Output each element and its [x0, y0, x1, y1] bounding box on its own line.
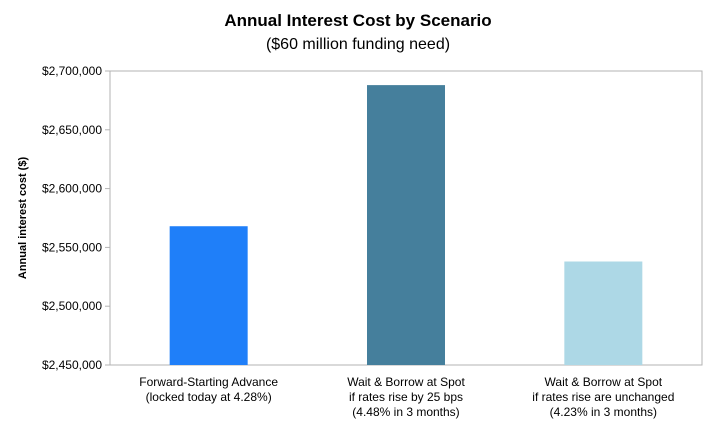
x-tick-label: Forward-Starting Advance — [139, 375, 278, 389]
bar — [564, 261, 643, 365]
y-axis-label: Annual interest cost ($) — [17, 157, 29, 280]
x-tick-label: Wait & Borrow at Spot — [347, 375, 465, 389]
plot-area: $2,450,000 $2,500,000 $2,550,000 $2,600,000… — [42, 64, 703, 419]
bar — [169, 226, 248, 365]
x-tick-label: if rates rise are unchanged — [532, 390, 674, 404]
bar — [367, 85, 445, 365]
x-tick-label: Wait & Borrow at Spot — [545, 375, 663, 389]
x-tick-label: if rates rise by 25 bps — [349, 390, 463, 404]
y-tick-label: $2,500,000 — [42, 299, 102, 313]
y-tick-label: $2,550,000 — [42, 240, 102, 254]
chart-subtitle: ($60 million funding need) — [266, 36, 450, 53]
y-tick-label: $2,650,000 — [42, 123, 102, 137]
x-tick-label: (locked today at 4.28%) — [146, 390, 272, 404]
chart-title: Annual Interest Cost by Scenario — [224, 11, 491, 30]
y-tick-label: $2,600,000 — [42, 182, 102, 196]
y-tick-label: $2,450,000 — [42, 358, 102, 372]
x-tick-label: (4.23% in 3 months) — [550, 405, 657, 419]
y-tick-label: $2,700,000 — [42, 64, 102, 78]
x-tick-label: (4.48% in 3 months) — [352, 405, 459, 419]
